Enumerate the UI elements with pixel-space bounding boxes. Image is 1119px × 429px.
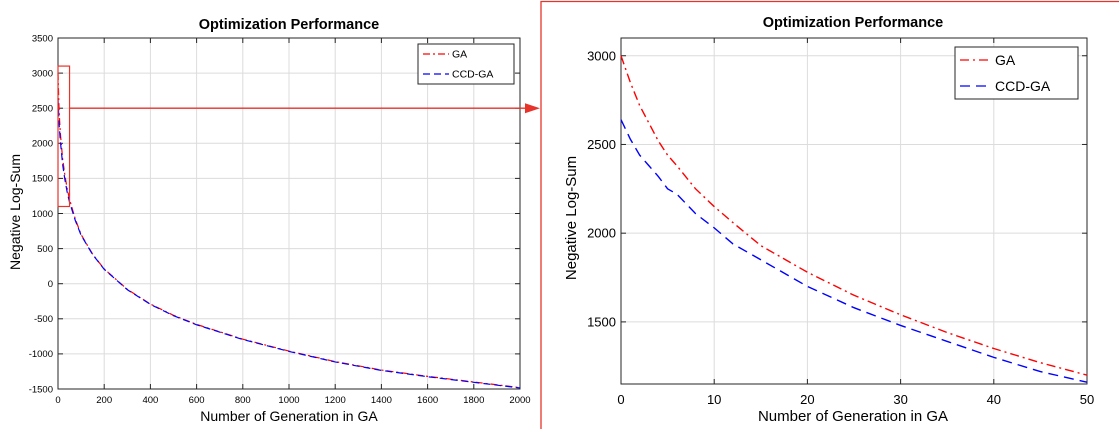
legend-label: GA [995,52,1016,68]
legend-box [954,46,1079,100]
x-tick-label: 20 [800,392,814,407]
axes-box [620,37,1088,385]
y-tick-label: 2500 [32,104,53,115]
x-axis-label: Number of Generation in GA [758,408,948,425]
x-tick-label: 1000 [278,395,299,406]
x-tick-label: 10 [707,392,721,407]
legend-label: CCD-GA [452,69,493,81]
x-tick-label: 0 [55,395,60,406]
x-tick-label: 800 [235,395,251,406]
x-tick-label: 1400 [371,395,392,406]
x-tick-label: 0 [617,392,624,407]
x-tick-label: 50 [1080,392,1094,407]
series-line-ccd-ga [57,98,521,389]
y-tick-label: 500 [37,244,53,255]
chart-overview: Optimization Performance 0 200 400 600 800 10… [7,17,531,424]
chart-zoom: Optimization Performance 0 10 20 30 40 50 1500… [563,15,1094,425]
chart-title: Optimization Performance [763,15,943,31]
zoom-callout [69,0,1119,429]
x-tick-label: 600 [189,395,205,406]
y-tick-label: 3000 [587,48,616,63]
y-tick-label: 2000 [32,139,53,150]
y-tick-label: 3000 [32,68,53,79]
y-tick-label: -1000 [29,349,53,360]
x-tick-label: 1800 [463,395,484,406]
x-tick-label: 400 [142,395,158,406]
y-tick-label: 2500 [587,137,616,152]
x-tick-label: 40 [987,392,1001,407]
y-axis-label: Negative Log-Sum [563,156,580,280]
x-tick-label: 2000 [509,395,530,406]
y-axis-label: Negative Log-Sum [7,154,23,270]
y-tick-label: 2000 [587,226,616,241]
y-tick-label: 1500 [32,174,53,185]
y-tick-label: 1500 [587,314,616,329]
y-tick-label: 3500 [32,33,53,44]
y-tick-label: 0 [48,279,53,290]
zoom-region-box [57,65,71,208]
series-line-ccd-ga [620,119,1088,383]
x-tick-label: 200 [96,395,112,406]
y-tick-label: -1500 [29,384,53,395]
x-tick-label: 30 [893,392,907,407]
callout-arrow-head [525,103,540,114]
x-tick-label: 1200 [325,395,346,406]
chart-title: Optimization Performance [199,17,379,33]
legend-label: GA [452,49,467,61]
y-tick-label: -500 [34,314,53,325]
x-axis-label: Number of Generation in GA [200,408,378,424]
legend-label: CCD-GA [995,78,1051,94]
zoom-panel-border [540,0,1119,429]
x-tick-label: 1600 [417,395,438,406]
series-line-ga [620,55,1088,376]
y-tick-label: 1000 [32,209,53,220]
legend-box [417,43,515,85]
